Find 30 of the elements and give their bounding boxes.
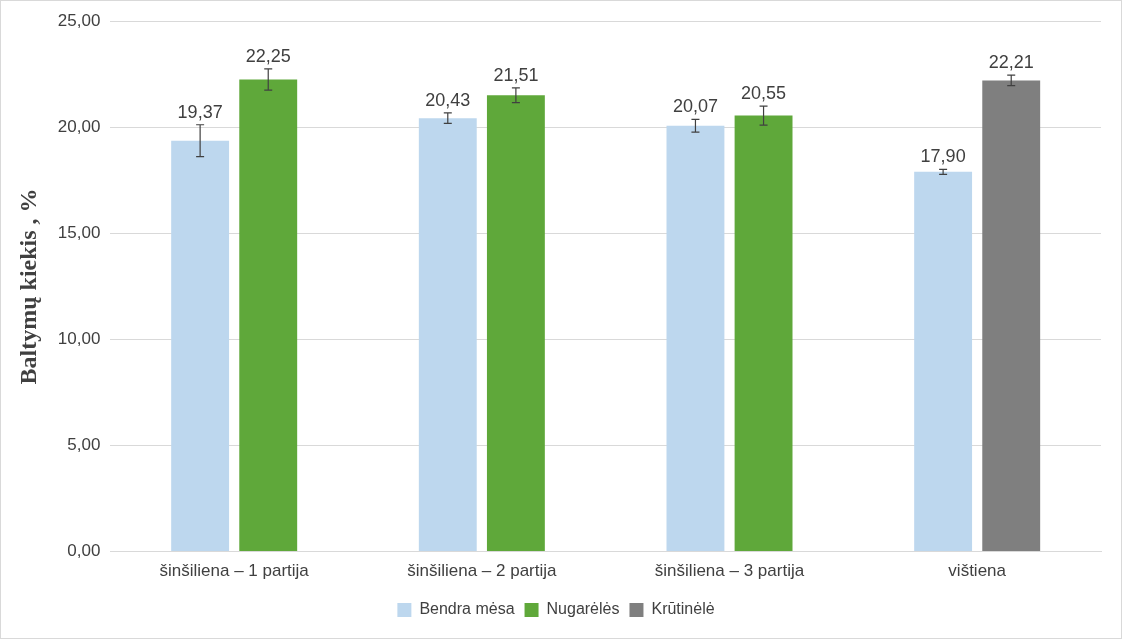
- y-tick-label: 5,00: [67, 435, 101, 455]
- x-tick-label: šinšiliena – 3 partija: [654, 561, 805, 581]
- data-label: 20,07: [672, 96, 718, 117]
- data-label: 20,55: [741, 83, 787, 104]
- y-tick-label: 10,00: [57, 329, 101, 349]
- bar: [418, 118, 477, 552]
- data-label: 22,25: [245, 45, 291, 66]
- data-label: 21,51: [493, 64, 539, 85]
- bar: [734, 115, 793, 552]
- bar: [171, 140, 230, 552]
- data-label: 19,37: [177, 101, 223, 122]
- y-tick-label: 0,00: [67, 541, 101, 561]
- data-label: 20,43: [425, 89, 471, 110]
- legend-label: Bendra mėsa: [419, 600, 515, 618]
- y-axis-title: Baltymų kiekis , %: [14, 188, 41, 385]
- bar: [486, 95, 545, 552]
- legend-label: Krūtinėlė: [651, 600, 715, 618]
- y-tick-label: 20,00: [57, 116, 101, 136]
- y-tick-label: 15,00: [57, 223, 101, 243]
- legend-label: Nugarėlės: [546, 600, 620, 618]
- x-tick-label: šinšiliena – 1 partija: [159, 561, 310, 581]
- data-label: 17,90: [920, 146, 966, 167]
- x-tick-label: vištiena: [948, 561, 1007, 581]
- data-label: 22,21: [988, 52, 1034, 73]
- y-tick-label: 25,00: [57, 10, 101, 30]
- bar: [666, 125, 725, 552]
- bar: [982, 80, 1041, 552]
- bar: [914, 171, 973, 552]
- x-tick-label: šinšiliena – 2 partija: [407, 561, 558, 581]
- bar: [239, 79, 298, 552]
